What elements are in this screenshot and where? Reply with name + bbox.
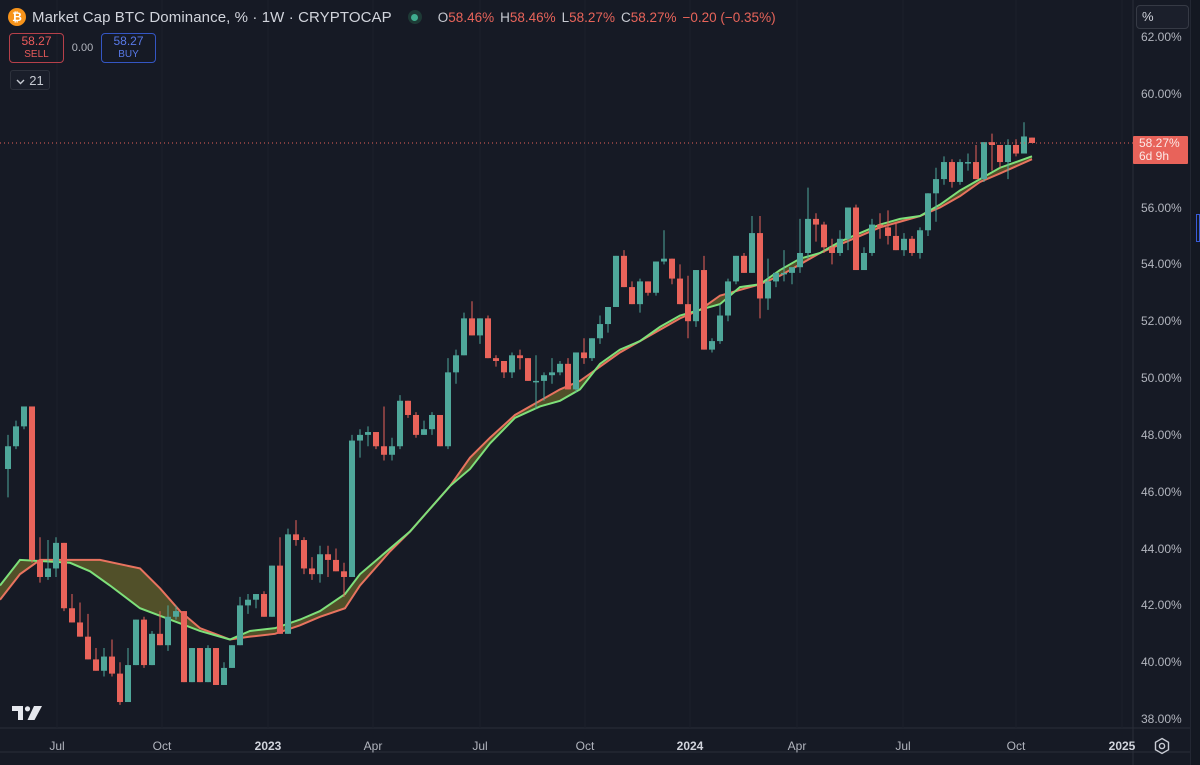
- close-value: 58.27%: [630, 9, 677, 25]
- price-tick-label: 56.00%: [1141, 200, 1182, 215]
- price-tick-label: 62.00%: [1141, 30, 1182, 44]
- gear-icon: [1154, 737, 1170, 755]
- open-label: O: [437, 9, 449, 25]
- open-value: 58.46%: [448, 9, 495, 25]
- market-status-dot-icon: [407, 10, 422, 24]
- sell-price: 58.27: [21, 34, 52, 48]
- chevron-down-icon: [16, 73, 25, 88]
- time-tick-label: Oct: [575, 739, 595, 753]
- time-tick-label: 2024: [676, 739, 704, 753]
- sell-label: SELL: [24, 49, 49, 60]
- time-tick-label: Apr: [363, 739, 383, 753]
- tradingview-logo-icon: [12, 706, 42, 720]
- symbol-title[interactable]: Market Cap BTC Dominance, % · 1W · CRYPT…: [32, 8, 392, 26]
- high-label: H: [500, 9, 510, 25]
- time-tick-label: 2023: [254, 739, 282, 753]
- buy-price: 58.27: [113, 34, 144, 48]
- tradingview-logo[interactable]: [12, 705, 44, 726]
- time-tick-label: Jul: [472, 739, 488, 753]
- price-scale-unit-selector[interactable]: %: [1136, 5, 1189, 29]
- low-value: 58.27%: [569, 9, 615, 25]
- time-tick-label: 2025: [1108, 739, 1136, 753]
- chart-settings-button[interactable]: [1152, 736, 1172, 756]
- low-label: L: [561, 9, 570, 25]
- price-tick-label: 40.00%: [1141, 655, 1182, 670]
- ohlc-values: O58.46% H58.46% L58.27% C58.27% −0.20 (−…: [438, 10, 776, 25]
- indicators-count: 21: [29, 72, 44, 88]
- time-tick-label: Oct: [152, 739, 172, 753]
- time-tick-label: Jul: [895, 739, 911, 753]
- price-tick-label: 60.00%: [1141, 86, 1182, 101]
- price-tick-label: 44.00%: [1141, 541, 1182, 556]
- price-tick-label: 46.00%: [1141, 484, 1182, 499]
- trade-buttons: 58.27 SELL 0.00 58.27 BUY: [9, 33, 156, 63]
- spread-value: 0.00: [71, 42, 94, 54]
- close-label: C: [620, 9, 631, 25]
- bar-countdown: 6d 9h: [1139, 149, 1170, 163]
- price-tick-label: 54.00%: [1141, 257, 1182, 272]
- time-tick-label: Jul: [49, 739, 65, 753]
- price-tick-label: 48.00%: [1141, 427, 1182, 442]
- price-tick-label: 50.00%: [1141, 371, 1182, 386]
- last-price-value: 58.27%: [1139, 136, 1180, 150]
- right-toolbar-strip: [1190, 0, 1200, 765]
- price-tick-label: 52.00%: [1141, 314, 1182, 329]
- time-tick-label: Apr: [787, 739, 807, 753]
- change-value: −0.20 (−0.35%): [682, 9, 776, 25]
- buy-label: BUY: [118, 49, 139, 60]
- sell-button[interactable]: 58.27 SELL: [9, 33, 64, 63]
- price-scale-drag-handle[interactable]: [1196, 214, 1200, 242]
- price-tick-label: 38.00%: [1141, 712, 1182, 727]
- indicators-toggle-button[interactable]: 21: [10, 70, 50, 90]
- bitcoin-icon: ₿: [8, 8, 26, 26]
- buy-button[interactable]: 58.27 BUY: [101, 33, 156, 63]
- last-price-tag: 58.27% 6d 9h: [1133, 136, 1188, 164]
- high-value: 58.46%: [509, 9, 556, 25]
- symbol-legend: ₿ Market Cap BTC Dominance, % · 1W · CRY…: [8, 6, 776, 28]
- price-tick-label: 42.00%: [1141, 598, 1182, 613]
- time-tick-label: Oct: [1006, 739, 1026, 753]
